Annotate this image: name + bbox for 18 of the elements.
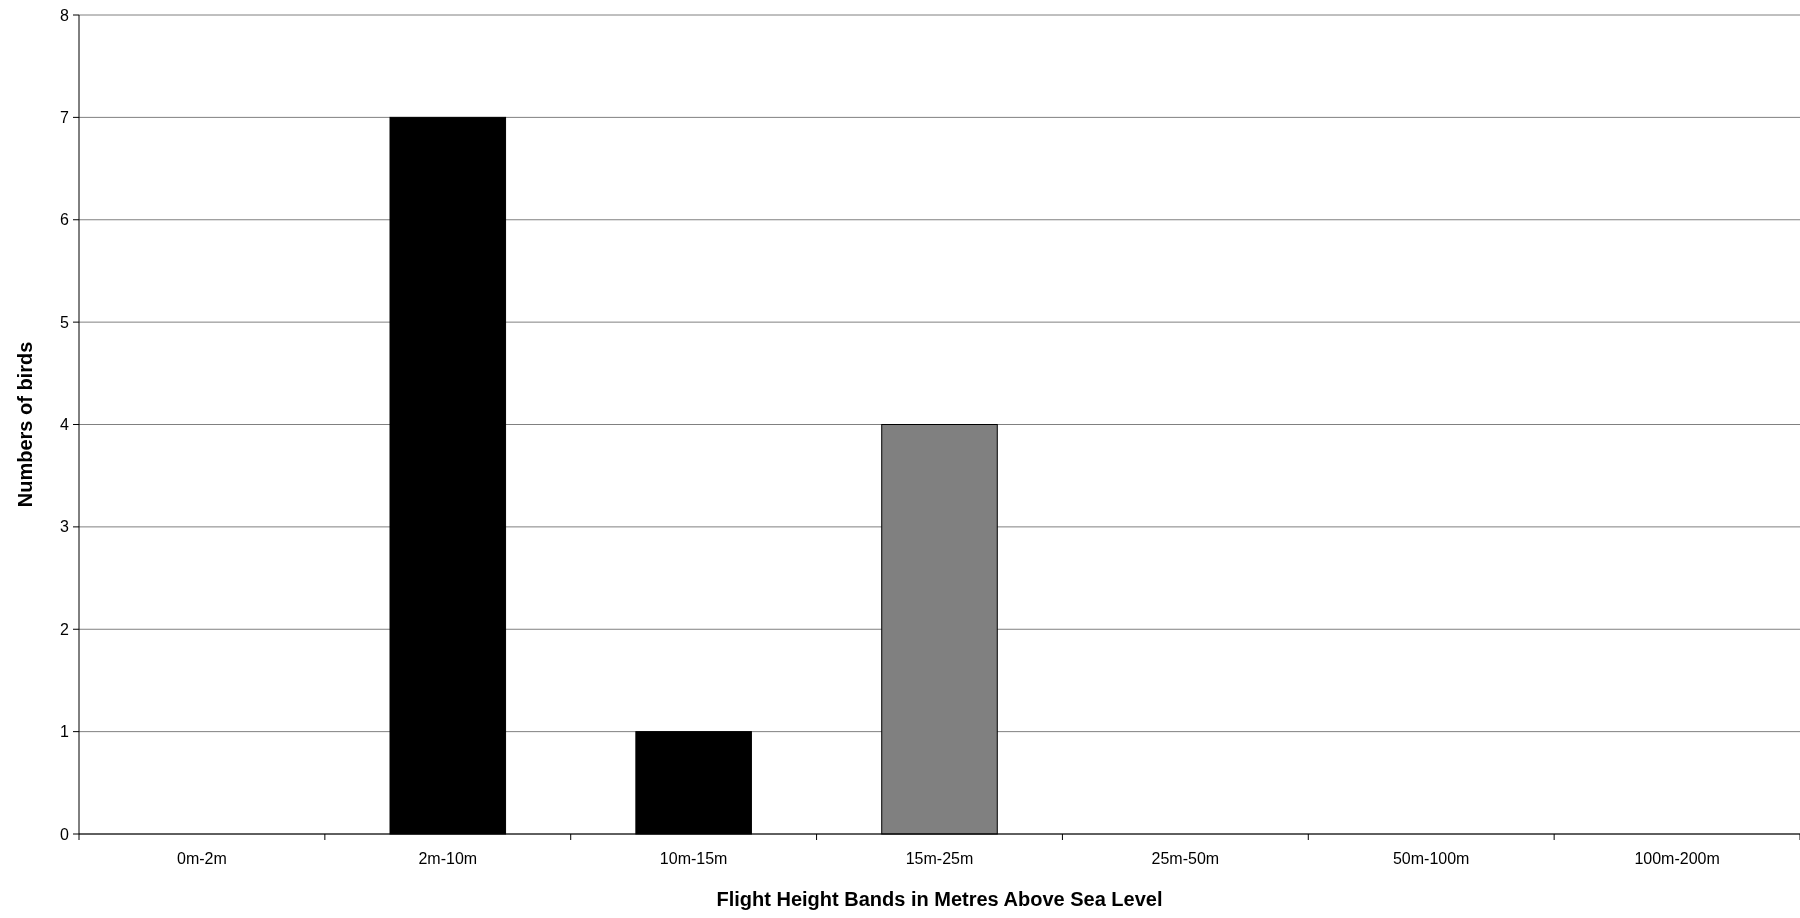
y-tick-label: 7 bbox=[60, 108, 70, 126]
x-tick-label: 0m-2m bbox=[177, 850, 227, 867]
x-tick-label: 25m-50m bbox=[1151, 850, 1220, 867]
y-tick-label: 5 bbox=[60, 313, 70, 331]
y-axis-title: Numbers of birds bbox=[14, 341, 36, 508]
x-tick-label: 10m-15m bbox=[659, 850, 728, 867]
y-tick-label: 0 bbox=[60, 825, 70, 843]
y-tick-label: 1 bbox=[60, 723, 70, 741]
y-tick-label: 2 bbox=[60, 620, 70, 638]
y-tick-label: 6 bbox=[60, 211, 70, 229]
x-tick-label: 50m-100m bbox=[1392, 850, 1470, 867]
x-tick-label: 15m-25m bbox=[905, 850, 974, 867]
x-tick-label: 2m-10m bbox=[418, 850, 478, 867]
x-tick-label: 100m-200m bbox=[1634, 850, 1720, 867]
y-tick-label: 3 bbox=[60, 518, 70, 536]
y-tick-label: 4 bbox=[60, 416, 70, 434]
y-tick-label: 8 bbox=[60, 6, 70, 24]
x-axis-title: Flight Height Bands in Metres Above Sea Level bbox=[716, 888, 1163, 910]
